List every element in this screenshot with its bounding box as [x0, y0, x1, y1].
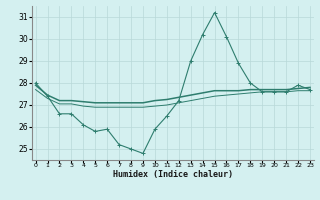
X-axis label: Humidex (Indice chaleur): Humidex (Indice chaleur)	[113, 170, 233, 179]
